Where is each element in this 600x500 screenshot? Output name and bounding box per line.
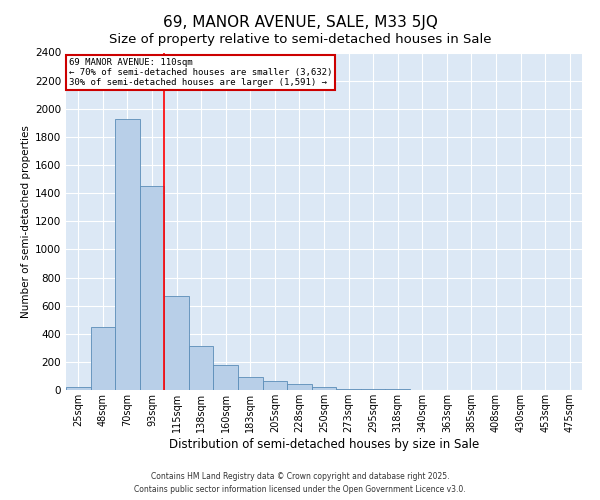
Bar (312, 387, 336, 390)
Bar (214, 364, 238, 390)
Bar (164, 296, 189, 390)
Bar (91, 326, 115, 390)
Bar (140, 186, 164, 390)
Text: Size of property relative to semi-detached houses in Sale: Size of property relative to semi-detach… (109, 32, 491, 46)
Bar (263, 381, 287, 390)
Bar (336, 388, 361, 390)
Bar (115, 118, 140, 390)
Y-axis label: Number of semi-detached properties: Number of semi-detached properties (21, 125, 31, 318)
Text: Contains HM Land Registry data © Crown copyright and database right 2025.
Contai: Contains HM Land Registry data © Crown c… (134, 472, 466, 494)
Text: 69, MANOR AVENUE, SALE, M33 5JQ: 69, MANOR AVENUE, SALE, M33 5JQ (163, 15, 437, 30)
Text: 69 MANOR AVENUE: 110sqm
← 70% of semi-detached houses are smaller (3,632)
30% of: 69 MANOR AVENUE: 110sqm ← 70% of semi-de… (68, 58, 332, 88)
Bar (189, 346, 214, 390)
X-axis label: Distribution of semi-detached houses by size in Sale: Distribution of semi-detached houses by … (169, 438, 479, 450)
Bar (238, 376, 263, 390)
Bar (287, 384, 312, 390)
Bar (66, 387, 91, 390)
